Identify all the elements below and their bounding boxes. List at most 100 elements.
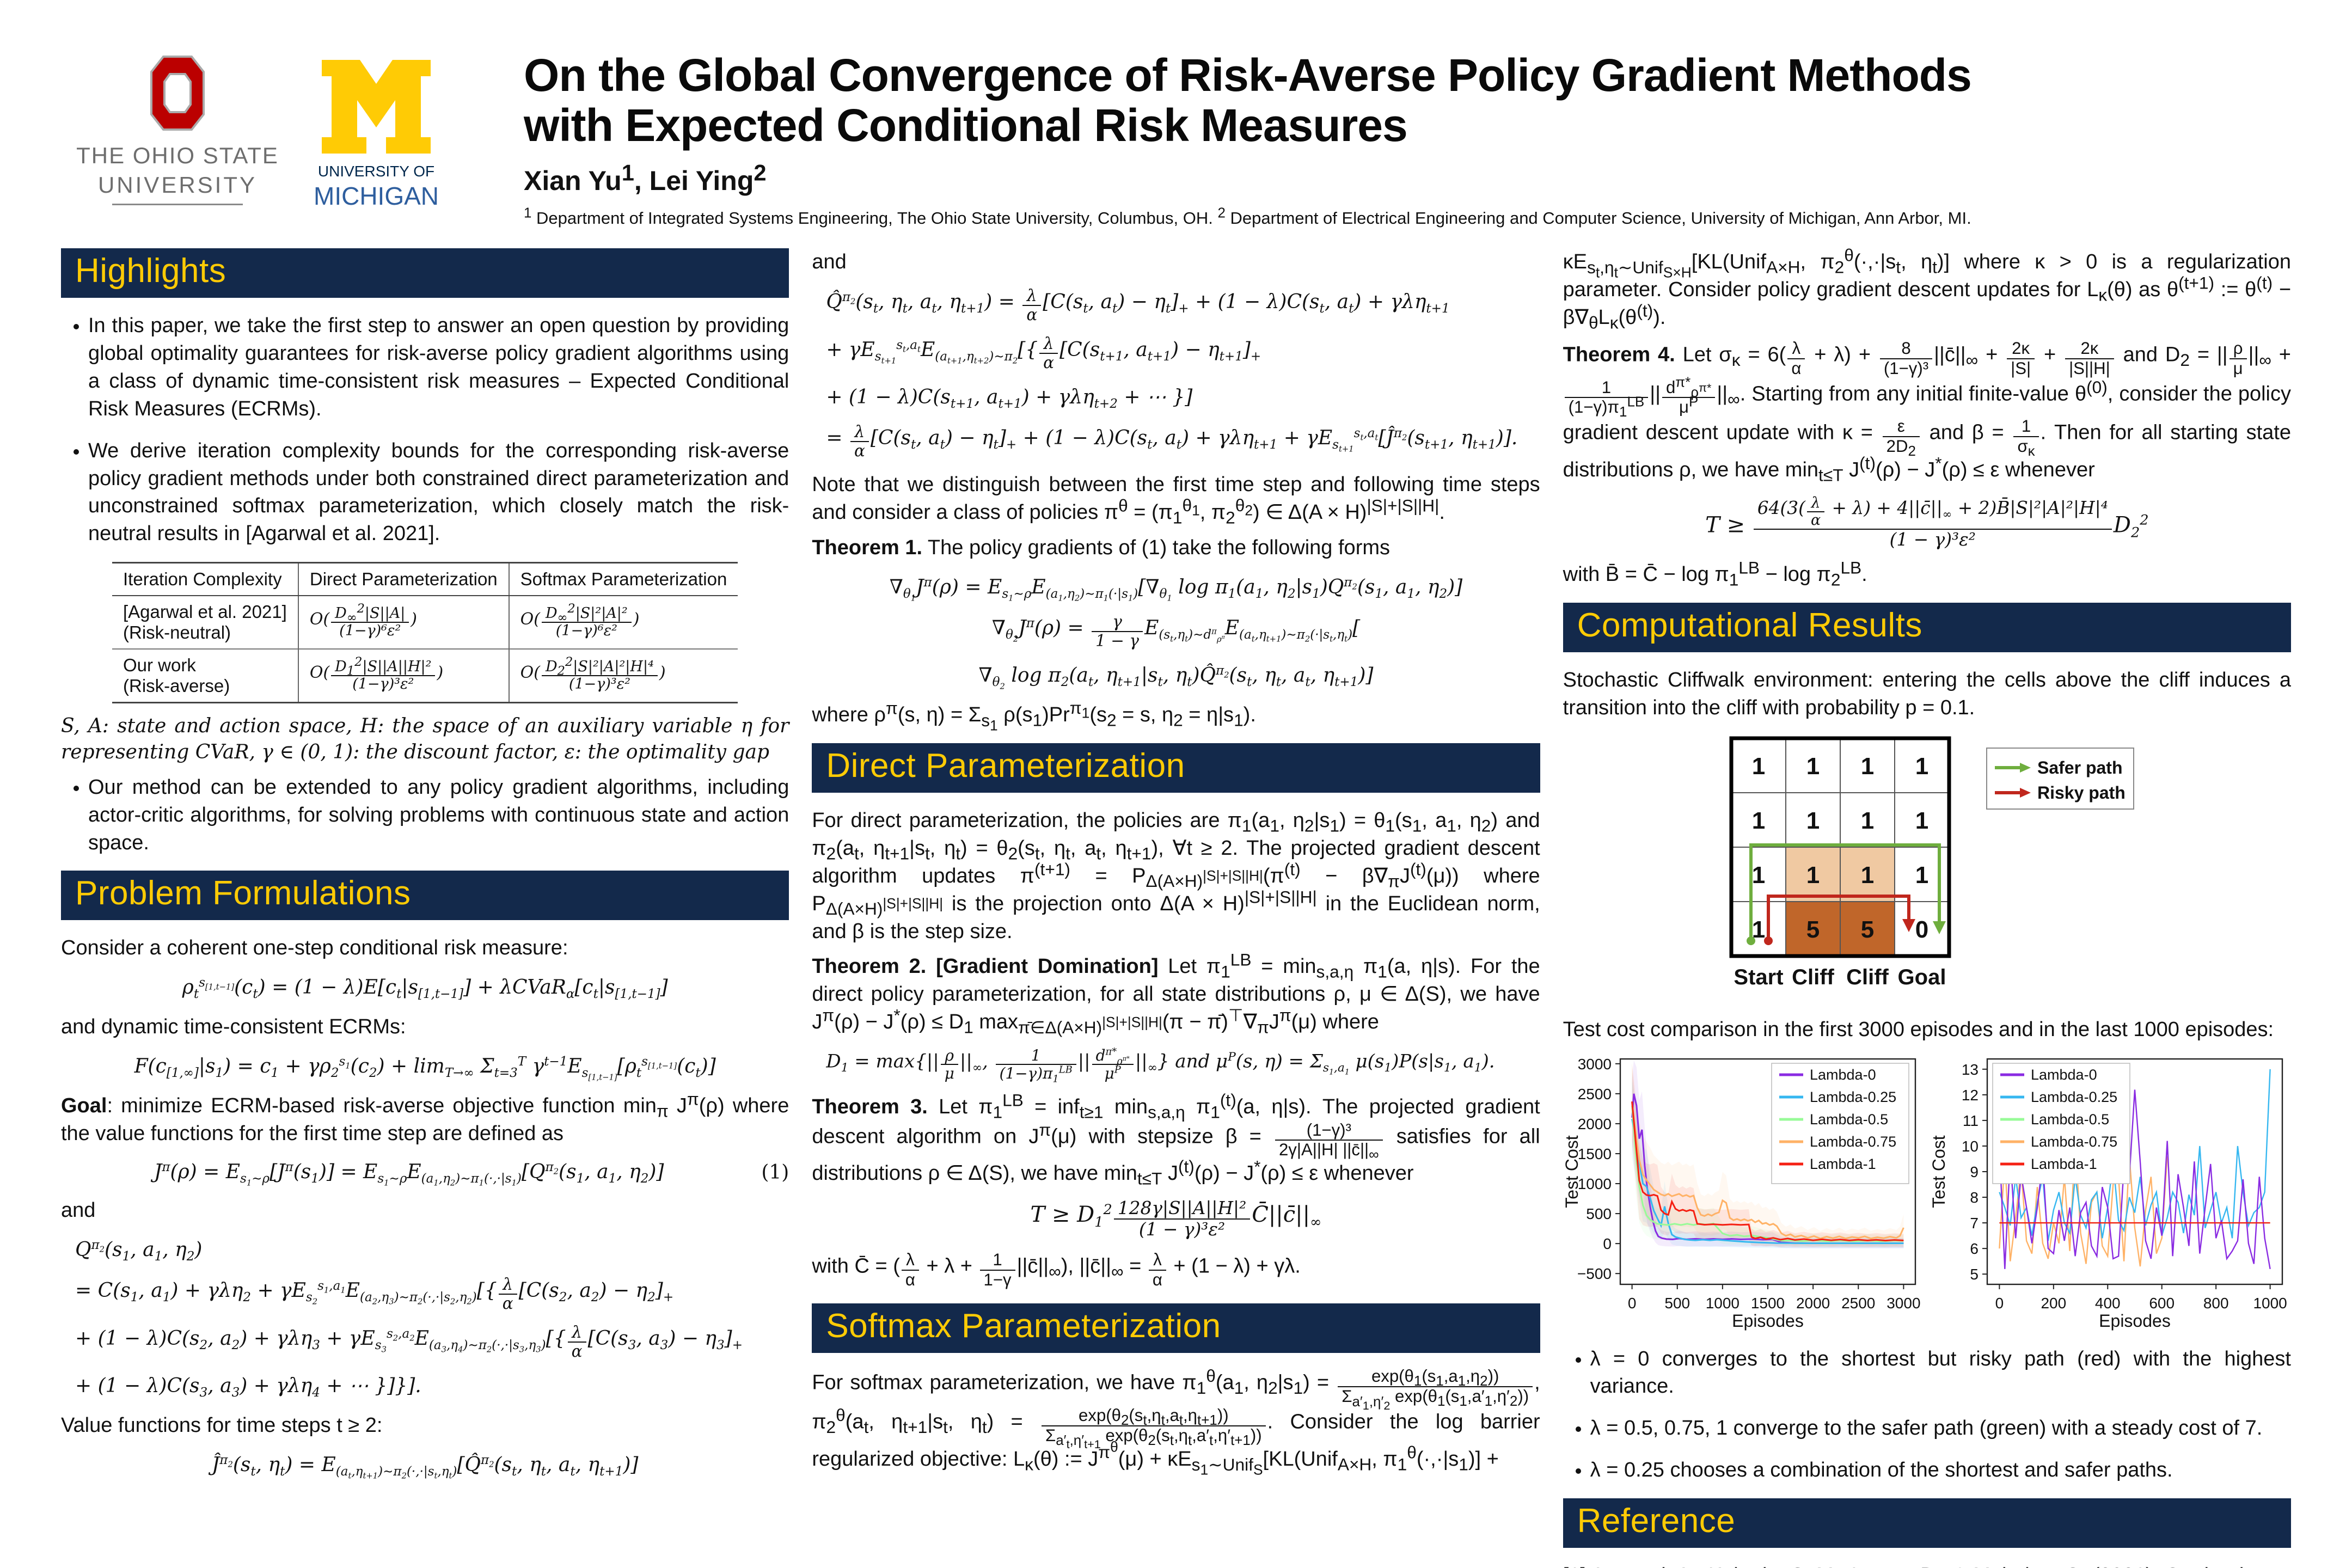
complexity-table: Iteration Complexity Direct Parameterizat… <box>112 562 738 704</box>
svg-text:Lambda-0: Lambda-0 <box>1810 1067 1876 1083</box>
svg-text:1: 1 <box>1861 807 1874 834</box>
highlights-bullet3: Our method can be extended to any policy… <box>88 774 789 857</box>
svg-text:13: 13 <box>1962 1061 1979 1077</box>
svg-text:3000: 3000 <box>1887 1295 1921 1312</box>
list-item-1: We derive iteration complexity bounds fo… <box>88 437 789 548</box>
list-item-3: = λ α [C(st, at) − ηt]+ + (1 − λ)C(st, at)… <box>826 422 1518 461</box>
softmax-paragraph: For softmax parameterization, we have π1… <box>812 1366 1540 1478</box>
policies-note: Note that we distinguish between the fir… <box>812 473 1540 528</box>
poster-columns: Highlights In this paper, we take the fi… <box>0 245 2352 1568</box>
list-item-0: In this paper, we take the first step to… <box>88 312 789 423</box>
osu-logo: THE OHIO STATE UNIVERSITY <box>76 50 278 216</box>
complexity-cell: O(D∞2|S||A| (1−γ)⁶ε²) <box>297 596 509 650</box>
svg-text:Cliff: Cliff <box>1792 965 1834 989</box>
svg-text:1500: 1500 <box>1578 1145 1612 1162</box>
svg-text:Safer path: Safer path <box>2037 758 2122 777</box>
middle-column: and Q̂π2(st, ηt, at, ηt+1) = λ α [C(st, at… <box>812 248 1540 1568</box>
svg-text:1: 1 <box>1752 807 1765 834</box>
svg-text:2000: 2000 <box>1796 1295 1830 1312</box>
right-column: κEst,ηt∼UnifS×H[KL(UnifA×H, π2θ(·,·|st, … <box>1563 245 2292 1568</box>
middle-and: and <box>812 250 847 273</box>
eq-thm3-T: T ≥ D12 128γ|S||A||H|² (1 − γ)³ε² C̄||c̄||∞ <box>1030 1198 1322 1240</box>
list-item-0: λ = 0 converges to the shortest but risk… <box>1590 1345 2291 1401</box>
svg-text:Lambda-1: Lambda-1 <box>1810 1156 1876 1172</box>
list-item-0: Qπ2(s1, a1, η2) <box>75 1238 203 1264</box>
osu-text-2: UNIVERSITY <box>98 172 257 198</box>
eq-ecrm: F(c[1,∞]|s1) = c1 + γρ2s1(c2) + limT→∞ Σ… <box>134 1055 716 1083</box>
list-item-1: λ = 0.5, 0.75, 1 converge to the safer p… <box>1590 1414 2291 1442</box>
um-blockm-icon <box>322 60 431 154</box>
theorem-4: Theorem 4. Let σκ = 6(λ α + λ) + 8 (1−γ)³ |… <box>1563 338 2292 485</box>
svg-text:7: 7 <box>1970 1215 1979 1232</box>
svg-text:9: 9 <box>1970 1163 1979 1180</box>
table-header: Softmax Parameterization <box>508 562 738 597</box>
list-item-3: + (1 − λ)C(s3, a3) + γλη4 + ⋯ }]}]. <box>75 1375 421 1400</box>
svg-text:1: 1 <box>1915 862 1928 889</box>
svg-text:0: 0 <box>1995 1295 2004 1312</box>
svg-text:400: 400 <box>2095 1295 2121 1312</box>
svg-text:0: 0 <box>1915 916 1928 943</box>
svg-text:6: 6 <box>1970 1240 1979 1257</box>
svg-text:12: 12 <box>1962 1086 1979 1103</box>
osu-o-icon <box>150 56 205 131</box>
svg-text:Lambda-1: Lambda-1 <box>2031 1156 2097 1172</box>
complexity-cell: O(D22|S|²|A|²|H|⁴ (1−γ)³ε²) <box>508 648 738 704</box>
chart-last-1000: 0 200 400 600 800 1000 5 6 7 8 9 10 11 12 13 Episodes Te… <box>1931 1058 2287 1331</box>
svg-text:600: 600 <box>2149 1295 2175 1312</box>
right-continuation: κEst,ηt∼UnifS×H[KL(UnifA×H, π2θ(·,·|st, … <box>1563 245 2292 333</box>
svg-text:8: 8 <box>1970 1189 1979 1206</box>
section-softmax-parameterization: Softmax Parameterization <box>812 1303 1540 1353</box>
row-label: Our work (Risk-averse) <box>112 648 298 704</box>
thm3-with: with C̄ = (λ α + λ + 1 1−γ ||c̄||∞), ||c̄||… <box>812 1250 1301 1289</box>
table-header: Iteration Complexity <box>112 562 298 597</box>
eq-one-step-risk: ρts[1,t−1](ct) = (1 − λ)E[ct|s[1,t−1]] +… <box>182 976 668 1002</box>
svg-text:Lambda-0.25: Lambda-0.25 <box>1810 1089 1896 1105</box>
thm1-where: where ρπ(s, η) = Σs1 ρ(s1)Prπ1(s2 = s, η… <box>812 698 1256 733</box>
svg-text:0: 0 <box>1628 1295 1637 1312</box>
problem-goal: Goal: minimize ECRM-based risk-averse ob… <box>61 1089 789 1146</box>
eq-thm4-T: T ≥ 64(3(λ α + λ) + 4||c̄||∞ + 2)B̄|S|²|A… <box>1705 494 2149 550</box>
svg-text:200: 200 <box>2041 1295 2067 1312</box>
svg-text:1: 1 <box>1915 753 1928 780</box>
osu-text-1: THE OHIO STATE <box>76 143 278 168</box>
highlights-bullets: In this paper, we take the first step to… <box>65 312 789 548</box>
row-label: [Agarwal et al. 2021] (Risk-neutral) <box>123 602 287 643</box>
svg-text:Risky path: Risky path <box>2037 783 2126 803</box>
authors: Xian Yu1, Lei Ying2 <box>524 160 767 196</box>
table-note: S, A: state and action space, H: the spa… <box>61 715 789 764</box>
theorem-1: Theorem 1. The policy gradients of (1) t… <box>812 536 1390 559</box>
complexity-cell: O(D12|S||A||H|² (1−γ)³ε²) <box>297 648 509 704</box>
svg-text:1000: 1000 <box>2253 1295 2287 1312</box>
eq-thm2-d1: D1 = max{|| ρ μ ||∞, 1 (1−γ)π1LB || dπ*ρπ* μP ||… <box>826 1046 1495 1085</box>
svg-text:−500: −500 <box>1577 1265 1612 1282</box>
um-logo: UNIVERSITY OF MICHIGAN <box>308 50 444 216</box>
svg-text:5: 5 <box>1806 916 1820 943</box>
svg-text:1: 1 <box>1806 807 1820 834</box>
eq-number: (1) <box>761 1161 789 1184</box>
eq-thm1-grad3: ∇θ2 log π2(at, ηt+1|st, ηt)Q̂π2(st, ηt, … <box>978 664 1374 691</box>
title-block: On the Global Convergence of Risk-Averse… <box>524 50 1972 228</box>
section-reference: Reference <box>1563 1498 2291 1548</box>
section-highlights: Highlights <box>61 248 789 298</box>
svg-text:10: 10 <box>1962 1137 1979 1154</box>
theorem-2: Theorem 2. [Gradient Domination] Let π1L… <box>812 950 1540 1037</box>
list-item-2: + (1 − λ)C(s2, a2) + γλη3 + γEs3s2,a2E(a… <box>75 1323 743 1361</box>
svg-text:1000: 1000 <box>1706 1295 1739 1312</box>
list-item-1: = C(s1, a1) + γλη2 + γEs2s1,a1E(a2,η3)∼π… <box>75 1275 674 1313</box>
chart-first-3000: 0 500 1000 1500 2000 2500 3000 −500 0 500 1000 1500… <box>1564 1055 1921 1330</box>
problem-and: and <box>61 1199 96 1222</box>
svg-text:Lambda-0.75: Lambda-0.75 <box>2031 1134 2117 1150</box>
highlights-bullet3-list: Our method can be extended to any policy… <box>65 774 789 857</box>
svg-text:1: 1 <box>1752 753 1765 780</box>
list-item-2: + (1 − λ)C(st+1, at+1) + γληt+2 + ⋯ }] <box>826 386 1193 412</box>
eq-jhat: Ĵπ2(st, ηt) = E(at,ηt+1)∼π2(·,·|st,ηt)[Q… <box>211 1453 639 1481</box>
svg-text:5: 5 <box>1861 916 1874 943</box>
svg-text:Episodes: Episodes <box>2099 1311 2171 1331</box>
svg-text:Lambda-0.75: Lambda-0.75 <box>1810 1134 1896 1150</box>
svg-text:2500: 2500 <box>1841 1295 1875 1312</box>
svg-text:Goal: Goal <box>1898 965 1946 989</box>
section-problem-formulations: Problem Formulations <box>61 871 789 921</box>
charts-caption: Test cost comparison in the first 3000 e… <box>1563 1018 2274 1041</box>
svg-text:1: 1 <box>1861 862 1874 889</box>
